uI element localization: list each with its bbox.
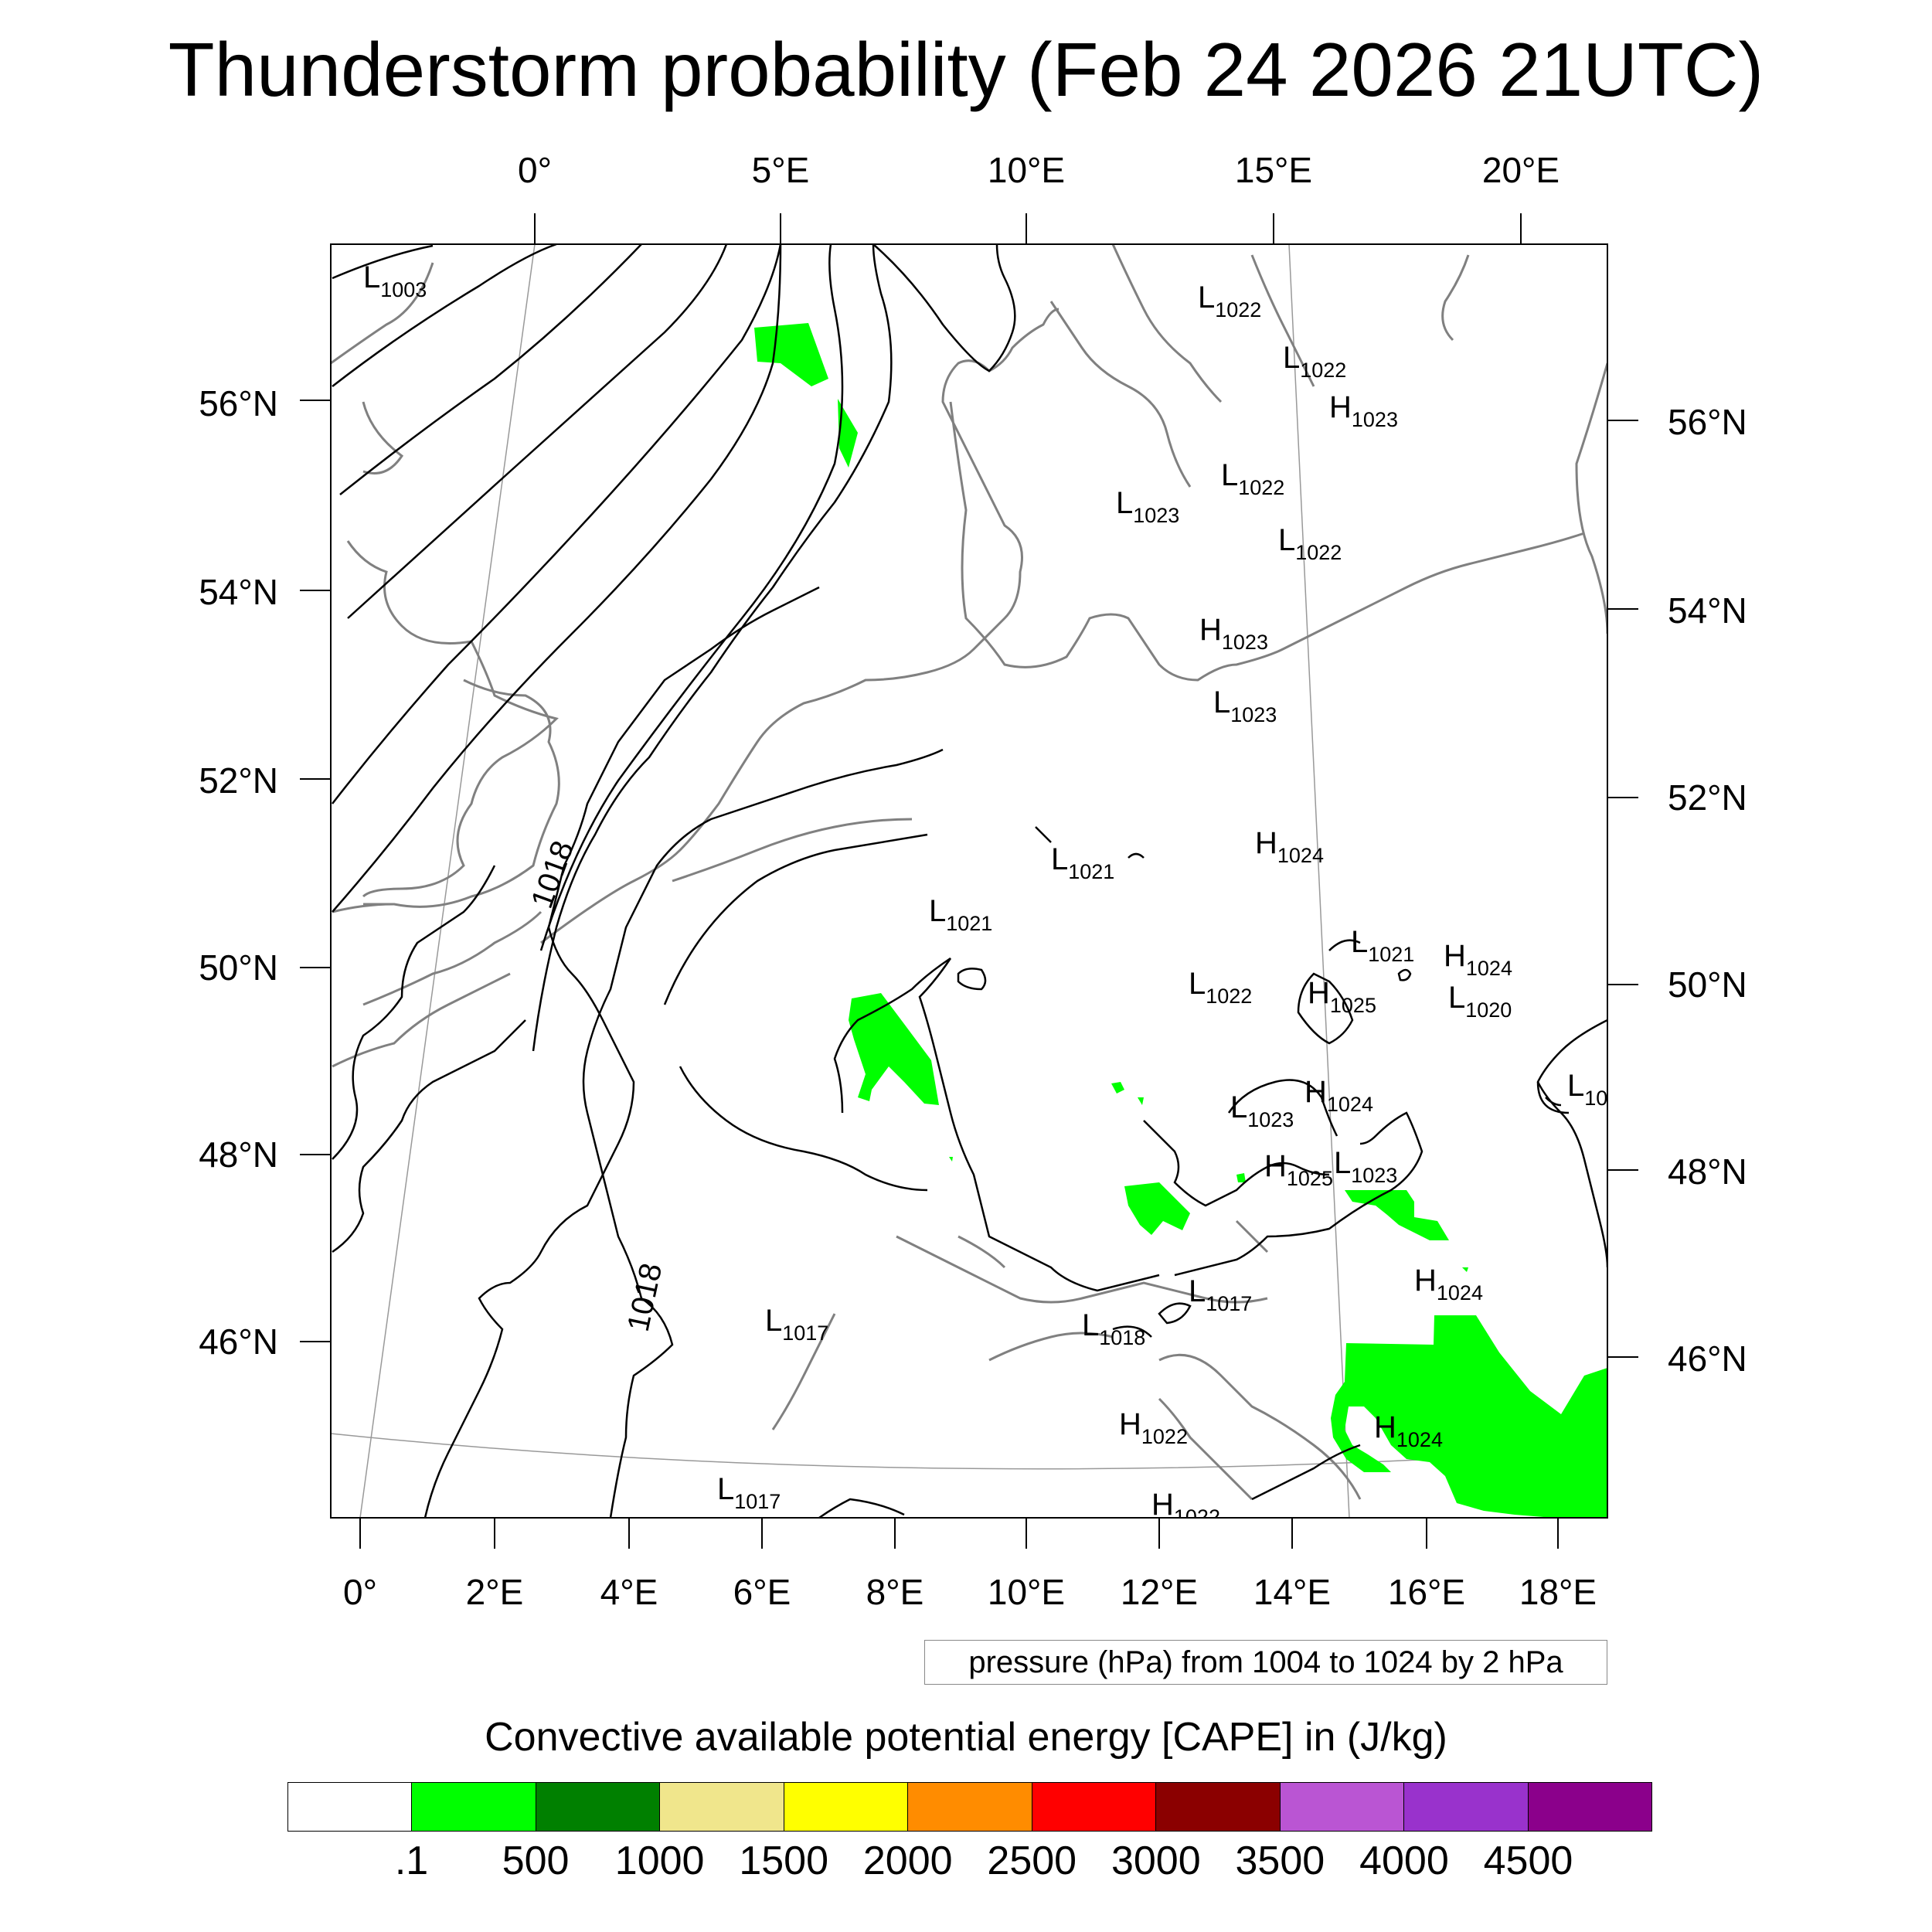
- low-pressure-label: L1023: [1334, 1146, 1397, 1187]
- low-pressure-label: L1021: [1351, 925, 1414, 966]
- lat-tick-right: 54°N: [1668, 590, 1747, 631]
- low-pressure-label: L10: [1567, 1069, 1607, 1110]
- chart-title: Thunderstorm probability (Feb 24 2026 21…: [168, 27, 1764, 112]
- colorbar-swatch: [288, 1783, 412, 1831]
- colorbar-swatch: [411, 1783, 536, 1831]
- colorbar: [287, 1782, 1652, 1832]
- low-pressure-label: L1023: [1116, 486, 1179, 527]
- colorbar-swatch: [783, 1783, 908, 1831]
- lat-tick-left: 48°N: [199, 1134, 278, 1175]
- high-pressure-label: H1024: [1304, 1075, 1373, 1116]
- lat-tick-left: 56°N: [199, 383, 278, 423]
- lon-tick-bottom: 16°E: [1387, 1572, 1466, 1612]
- lon-tick-bottom: 2°E: [465, 1572, 524, 1612]
- low-pressure-label: L1003: [363, 260, 427, 301]
- map-frame: [330, 243, 1608, 1519]
- graticule: [331, 244, 1607, 1518]
- colorbar-label: 2500: [987, 1838, 1077, 1883]
- colorbar-label: 3500: [1235, 1838, 1325, 1883]
- low-pressure-label: L1017: [765, 1304, 828, 1345]
- lon-tick-bottom: 0°: [343, 1572, 377, 1612]
- lon-tick-bottom: 12°E: [1120, 1572, 1199, 1612]
- colorbar-label: 2000: [862, 1838, 953, 1883]
- low-pressure-label: L1021: [929, 894, 992, 935]
- lon-tick-top: 5°E: [751, 150, 810, 190]
- low-pressure-label: L1022: [1189, 967, 1252, 1008]
- high-pressure-label: H1025: [1308, 976, 1376, 1017]
- colorbar-swatch: [907, 1783, 1032, 1831]
- lat-tick-left: 46°N: [199, 1321, 278, 1362]
- low-pressure-label: L1022: [1198, 281, 1261, 321]
- cape-fill: [754, 323, 1607, 1518]
- colorbar-swatch: [1403, 1783, 1528, 1831]
- high-pressure-label: H1024: [1444, 939, 1512, 980]
- colorbar-swatch: [1155, 1783, 1280, 1831]
- lat-tick-right: 56°N: [1668, 402, 1747, 442]
- lon-tick-top: 15°E: [1234, 150, 1313, 190]
- colorbar-label: 1000: [614, 1838, 705, 1883]
- low-pressure-label: L1021: [1051, 842, 1114, 883]
- high-pressure-label: H1025: [1264, 1149, 1333, 1190]
- lat-tick-left: 52°N: [199, 760, 278, 801]
- low-pressure-label: L1022: [1221, 458, 1284, 499]
- low-pressure-label: L1023: [1230, 1090, 1294, 1131]
- contour-info-box: pressure (hPa) from 1004 to 1024 by 2 hP…: [924, 1640, 1607, 1685]
- high-pressure-label: H1024: [1414, 1264, 1483, 1304]
- low-pressure-label: L1022: [1283, 341, 1346, 382]
- colorbar-label: 3000: [1111, 1838, 1201, 1883]
- colorbar-title: Convective available potential energy [C…: [485, 1715, 1447, 1760]
- lat-tick-right: 52°N: [1668, 777, 1747, 818]
- colorbar-swatch: [535, 1783, 660, 1831]
- isobars: [332, 244, 1607, 1518]
- colorbar-swatch: [1279, 1783, 1404, 1831]
- colorbar-swatch: [1527, 1783, 1651, 1831]
- colorbar-label: 500: [502, 1838, 570, 1883]
- lon-tick-top: 20°E: [1481, 150, 1560, 190]
- lat-tick-left: 54°N: [199, 572, 278, 612]
- colorbar-label: 4000: [1359, 1838, 1449, 1883]
- high-pressure-label: H1022: [1151, 1488, 1220, 1529]
- high-pressure-label: H1022: [1119, 1407, 1188, 1448]
- lat-tick-right: 48°N: [1668, 1151, 1747, 1192]
- tick-marks: [300, 213, 1638, 1549]
- low-pressure-label: L1017: [717, 1472, 781, 1513]
- colorbar-swatch: [659, 1783, 784, 1831]
- high-pressure-label: H1024: [1374, 1410, 1443, 1451]
- low-pressure-label: L1017: [1189, 1274, 1252, 1315]
- lon-tick-top: 10°E: [987, 150, 1066, 190]
- lon-tick-bottom: 8°E: [866, 1572, 924, 1612]
- colorbar-label: 1500: [739, 1838, 829, 1883]
- pressure-centers: L1003 L1022 L1022 H1023 L1022 L1023 L1022 H1023…: [363, 260, 1607, 1529]
- colorbar-swatch: [1031, 1783, 1156, 1831]
- lat-tick-right: 50°N: [1668, 964, 1747, 1005]
- low-pressure-label: L1018: [1082, 1308, 1145, 1349]
- lon-tick-bottom: 18°E: [1519, 1572, 1597, 1612]
- colorbar-label: .1: [394, 1838, 429, 1883]
- colorbar-label: 4500: [1483, 1838, 1573, 1883]
- lon-tick-bottom: 4°E: [600, 1572, 658, 1612]
- high-pressure-label: H1024: [1255, 826, 1324, 867]
- low-pressure-label: L1022: [1278, 523, 1342, 564]
- lon-tick-top: 0°: [518, 150, 552, 190]
- high-pressure-label: H1023: [1199, 613, 1268, 654]
- high-pressure-label: H1023: [1329, 390, 1398, 431]
- low-pressure-label: L1023: [1213, 685, 1277, 726]
- low-pressure-label: L1020: [1448, 981, 1512, 1022]
- lat-tick-left: 50°N: [199, 947, 278, 988]
- lon-tick-bottom: 6°E: [733, 1572, 791, 1612]
- lon-tick-bottom: 10°E: [987, 1572, 1066, 1612]
- lat-tick-right: 46°N: [1668, 1338, 1747, 1379]
- lon-tick-bottom: 14°E: [1253, 1572, 1332, 1612]
